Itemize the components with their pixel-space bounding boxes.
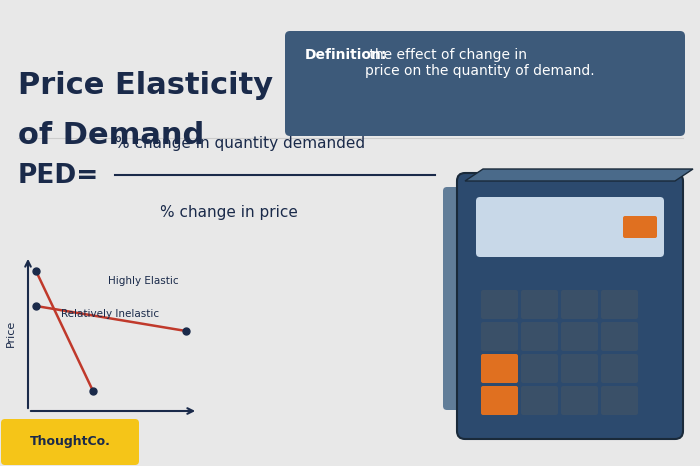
FancyBboxPatch shape <box>1 419 139 465</box>
FancyBboxPatch shape <box>601 322 638 351</box>
FancyBboxPatch shape <box>481 354 518 383</box>
FancyBboxPatch shape <box>561 322 598 351</box>
FancyBboxPatch shape <box>521 290 558 319</box>
FancyBboxPatch shape <box>561 290 598 319</box>
FancyBboxPatch shape <box>601 354 638 383</box>
FancyBboxPatch shape <box>521 322 558 351</box>
Text: PED=: PED= <box>18 163 99 189</box>
FancyBboxPatch shape <box>481 290 518 319</box>
Text: Highly Elastic: Highly Elastic <box>108 276 178 286</box>
FancyBboxPatch shape <box>285 31 685 136</box>
FancyBboxPatch shape <box>601 290 638 319</box>
FancyBboxPatch shape <box>443 187 473 410</box>
Text: Price Elasticity: Price Elasticity <box>18 71 273 100</box>
FancyBboxPatch shape <box>481 322 518 351</box>
FancyBboxPatch shape <box>481 386 518 415</box>
FancyBboxPatch shape <box>623 216 657 238</box>
Text: ThoughtCo.: ThoughtCo. <box>29 436 111 448</box>
Text: Relatively Inelastic: Relatively Inelastic <box>61 309 159 319</box>
FancyBboxPatch shape <box>476 197 664 257</box>
Text: Quantity: Quantity <box>89 429 137 439</box>
FancyBboxPatch shape <box>561 386 598 415</box>
Polygon shape <box>465 169 693 181</box>
Text: % change in quantity demanded: % change in quantity demanded <box>115 136 365 151</box>
Text: the effect of change in
price on the quantity of demand.: the effect of change in price on the qua… <box>365 48 594 78</box>
Text: Price: Price <box>6 320 16 347</box>
Text: Definition:: Definition: <box>305 48 387 62</box>
Text: % change in price: % change in price <box>160 205 298 220</box>
FancyBboxPatch shape <box>521 354 558 383</box>
FancyBboxPatch shape <box>521 386 558 415</box>
FancyBboxPatch shape <box>457 173 683 439</box>
Text: of Demand: of Demand <box>18 121 204 150</box>
FancyBboxPatch shape <box>601 386 638 415</box>
FancyBboxPatch shape <box>561 354 598 383</box>
